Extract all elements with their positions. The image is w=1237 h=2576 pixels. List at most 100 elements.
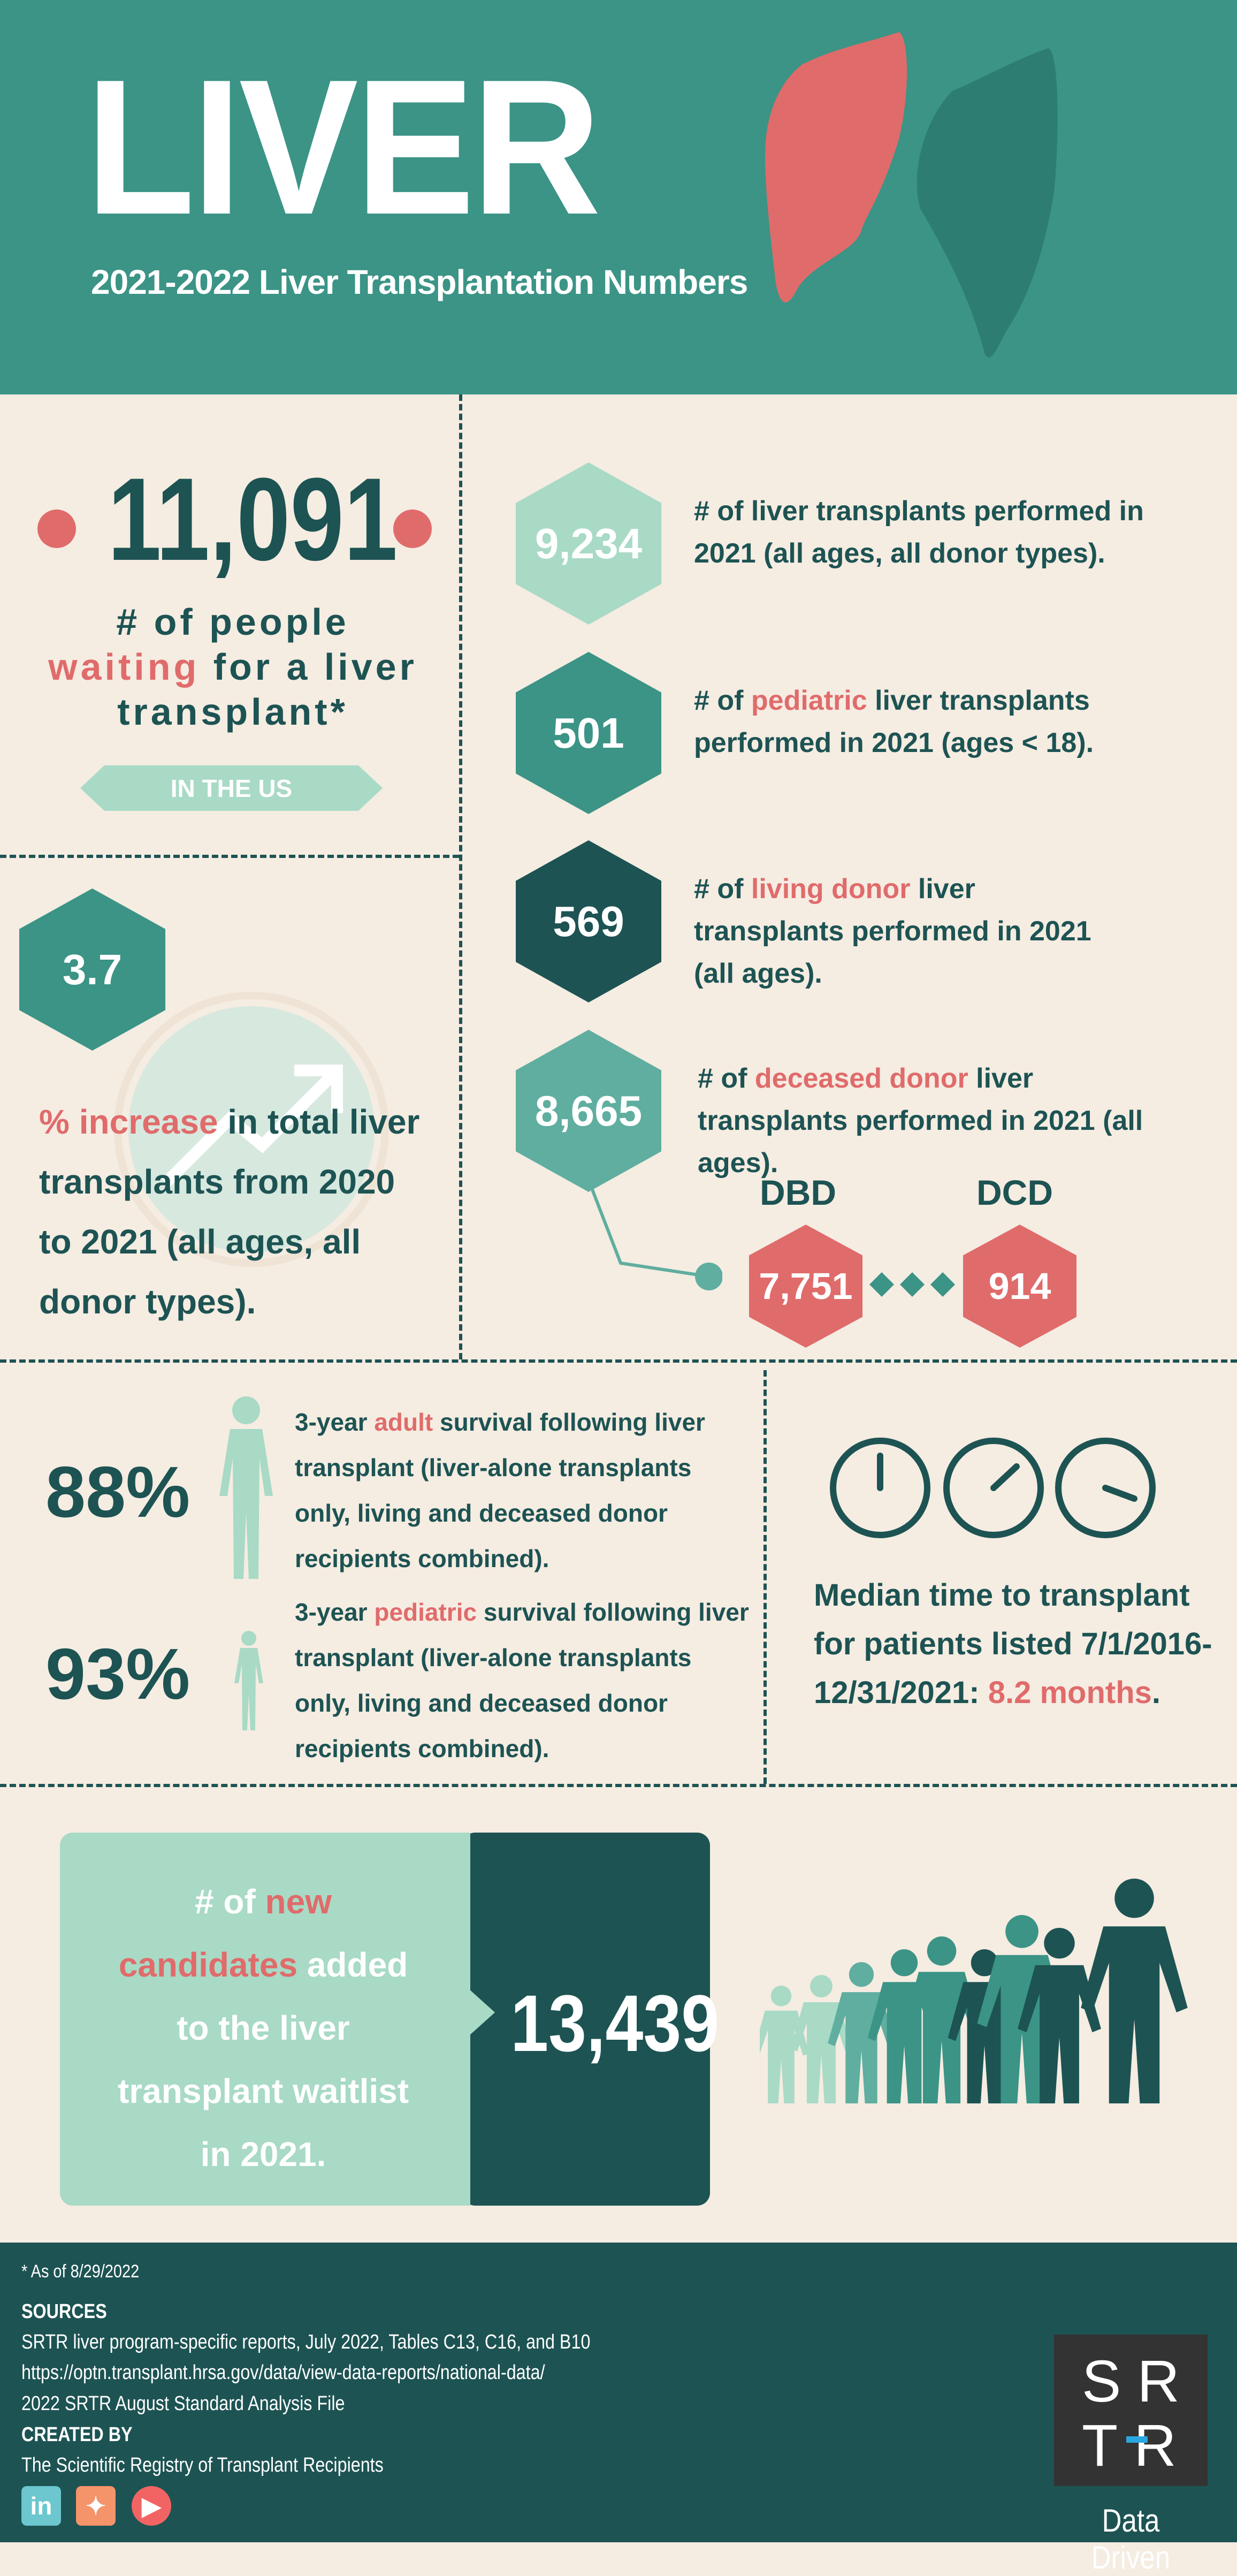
divider	[459, 394, 462, 1359]
candidates-body: # of	[194, 1882, 265, 1921]
footer: * As of 8/29/2022 SOURCES SRTR liver pro…	[0, 2243, 1237, 2575]
decor-dot	[37, 510, 76, 548]
stat-text: # of liver transplants performed in 2021…	[694, 490, 1175, 575]
person-figure	[791, 1975, 852, 2103]
increase-hex: 3.7	[19, 888, 165, 1051]
pediatric-survival-text: 3-year pediatric survival following live…	[295, 1590, 750, 1772]
twitter-icon[interactable]: ✦	[76, 2486, 116, 2526]
candidates-text: # of new candidates added to the liver t…	[108, 1870, 418, 2186]
growth-chart-icon	[114, 992, 389, 1267]
clocks-icon	[830, 1438, 1156, 1538]
svg-text:SR: SR	[1082, 2349, 1196, 2414]
waiting-line: transplant*	[117, 691, 348, 733]
stat-body: # of	[694, 685, 751, 716]
stat-body: # of liver transplants performed in 2021…	[694, 496, 1144, 569]
dbd-hex: 7,751	[749, 1225, 862, 1348]
median-end: .	[1151, 1675, 1161, 1710]
increase-highlight: % increase	[39, 1103, 218, 1141]
person-figure	[1081, 1879, 1188, 2103]
stat-highlight: living donor	[751, 873, 911, 905]
youtube-icon[interactable]: ▶	[132, 2486, 171, 2526]
waiting-number: 11,091	[108, 453, 398, 585]
candidates-highlight: new candidates	[118, 1882, 332, 1984]
page-subtitle: 2021-2022 Liver Transplantation Numbers	[91, 263, 748, 301]
person-figure	[948, 1949, 1021, 2103]
stat-highlight: deceased donor	[754, 1063, 968, 1094]
diamonds-connector	[869, 1272, 955, 1297]
srtr-logo-mark: SR TR	[1082, 2349, 1196, 2479]
creator: The Scientific Registry of Transplant Re…	[21, 2454, 384, 2476]
candidates-label-box: # of new candidates added to the liver t…	[60, 1833, 470, 2206]
person-figure	[828, 1962, 895, 2103]
candidates-value: 13,439	[510, 1978, 720, 2068]
waiting-highlight: waiting	[48, 646, 200, 688]
person-figure	[867, 1949, 941, 2103]
stat-hex: 9,234	[516, 462, 661, 625]
median-highlight: 8.2 months	[988, 1675, 1152, 1710]
stat-4: 8,665 # of deceased donor liver transpla…	[516, 1030, 1143, 1192]
survival-body: 3-year	[295, 1408, 375, 1436]
increase-body: in total liver transplants from 2020 to …	[39, 1103, 420, 1321]
source-item: SRTR liver program-specific reports, Jul…	[21, 2331, 591, 2353]
candidates-value-box: 13,439	[462, 1833, 720, 2206]
page-title: LIVER	[86, 40, 601, 255]
stat-body: # of	[694, 873, 751, 905]
stat-3: 569 # of living donor liver transplants …	[516, 840, 1091, 1002]
divider	[0, 1359, 1237, 1363]
dcd-hex: 914	[963, 1225, 1076, 1348]
divider	[763, 1370, 767, 1784]
stat-hex: 501	[516, 652, 661, 814]
stat-hex: 569	[516, 840, 661, 1002]
connector-line	[590, 1187, 722, 1290]
adult-figure-icon	[219, 1396, 273, 1579]
stat-body: liver transplants performed in 2021 (age…	[694, 685, 1094, 758]
divider	[0, 855, 459, 858]
decor-dot	[393, 510, 432, 548]
person-figure	[902, 1936, 982, 2103]
region-badge: IN THE US	[80, 765, 383, 811]
srtr-logo: SR TR	[1054, 2335, 1208, 2486]
stat-body: # of	[698, 1063, 755, 1094]
pediatric-survival-value: 93%	[45, 1633, 190, 1714]
survival-body: 3-year	[295, 1598, 375, 1626]
median-text: Median time to transplant for patients l…	[814, 1571, 1220, 1717]
dbd-label: DBD	[760, 1173, 836, 1212]
dcd-label: DCD	[976, 1173, 1053, 1212]
survival-highlight: pediatric	[374, 1598, 477, 1626]
tagline: Data Driven	[1091, 2503, 1171, 2575]
divider	[0, 1784, 1237, 1787]
stat-text: # of living donor liver transplants perf…	[694, 868, 1122, 995]
person-figure	[1018, 1928, 1101, 2103]
stat-1: 9,234 # of liver transplants performed i…	[516, 462, 1144, 625]
source-item: 2022 SRTR August Standard Analysis File	[21, 2392, 345, 2415]
waiting-label: # of people waiting for a liver transpla…	[21, 599, 444, 734]
median-body: Median time to transplant for patients l…	[814, 1578, 1212, 1710]
stat-body: liver transplants performed in 2021 (all…	[694, 873, 1091, 989]
adult-survival-text: 3-year adult survival following liver tr…	[295, 1400, 750, 1582]
survival-body: survival following liver transplant (liv…	[295, 1598, 749, 1762]
waiting-line: for a liver	[200, 646, 417, 688]
svg-text:TR: TR	[1082, 2413, 1193, 2479]
stat-highlight: pediatric	[751, 685, 867, 716]
stat-text: # of deceased donor liver transplants pe…	[698, 1058, 1169, 1184]
created-heading: CREATED BY	[21, 2423, 133, 2446]
stat-text: # of pediatric liver transplants perform…	[694, 680, 1202, 764]
stat-body: liver transplants performed in 2021 (all…	[698, 1063, 1143, 1179]
survival-body: survival following liver transplant (liv…	[295, 1408, 705, 1572]
waiting-line: # of people	[116, 601, 349, 643]
stat-2: 501 # of pediatric liver transplants per…	[516, 652, 1094, 814]
source-link[interactable]: https://optn.transplant.hrsa.gov/data/vi…	[21, 2361, 545, 2384]
increase-text: % increase in total liver transplants fr…	[39, 1092, 435, 1332]
sources-heading: SOURCES	[21, 2300, 107, 2323]
header: LIVER 2021-2022 Liver Transplantation Nu…	[0, 0, 1237, 394]
linkedin-icon[interactable]: in	[21, 2486, 61, 2526]
adult-survival-value: 88%	[45, 1452, 190, 1532]
candidates-body: added to the liver transplant waitlist i…	[117, 1946, 409, 2174]
stat-hex: 8,665	[516, 1030, 661, 1192]
person-figure	[760, 1986, 810, 2103]
survival-highlight: adult	[374, 1408, 433, 1436]
liver-icon	[765, 32, 1058, 358]
people-queue-icon	[760, 1879, 1188, 2103]
child-figure-icon	[234, 1631, 263, 1730]
footnote: * As of 8/29/2022	[21, 2261, 140, 2282]
